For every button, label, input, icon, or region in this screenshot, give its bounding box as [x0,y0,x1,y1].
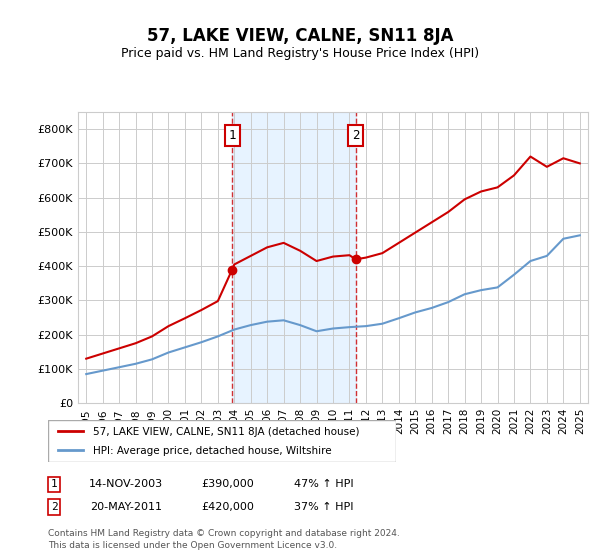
Text: £390,000: £390,000 [202,479,254,489]
Bar [232,112,356,403]
Text: 2: 2 [352,129,359,142]
Text: 57, LAKE VIEW, CALNE, SN11 8JA: 57, LAKE VIEW, CALNE, SN11 8JA [147,27,453,45]
Text: 14-NOV-2003: 14-NOV-2003 [89,479,163,489]
Text: Contains HM Land Registry data © Crown copyright and database right 2024.: Contains HM Land Registry data © Crown c… [48,529,400,538]
Text: 20-MAY-2011: 20-MAY-2011 [90,502,162,512]
Text: 1: 1 [50,479,58,489]
Text: Price paid vs. HM Land Registry's House Price Index (HPI): Price paid vs. HM Land Registry's House … [121,46,479,60]
Text: This data is licensed under the Open Government Licence v3.0.: This data is licensed under the Open Gov… [48,542,337,550]
FancyBboxPatch shape [48,420,396,462]
Text: 2: 2 [50,502,58,512]
Text: 57, LAKE VIEW, CALNE, SN11 8JA (detached house): 57, LAKE VIEW, CALNE, SN11 8JA (detached… [93,427,360,437]
Text: 47% ↑ HPI: 47% ↑ HPI [294,479,354,489]
Text: 37% ↑ HPI: 37% ↑ HPI [294,502,354,512]
Text: £420,000: £420,000 [202,502,254,512]
Text: HPI: Average price, detached house, Wiltshire: HPI: Average price, detached house, Wilt… [93,446,332,456]
Text: 1: 1 [229,129,236,142]
